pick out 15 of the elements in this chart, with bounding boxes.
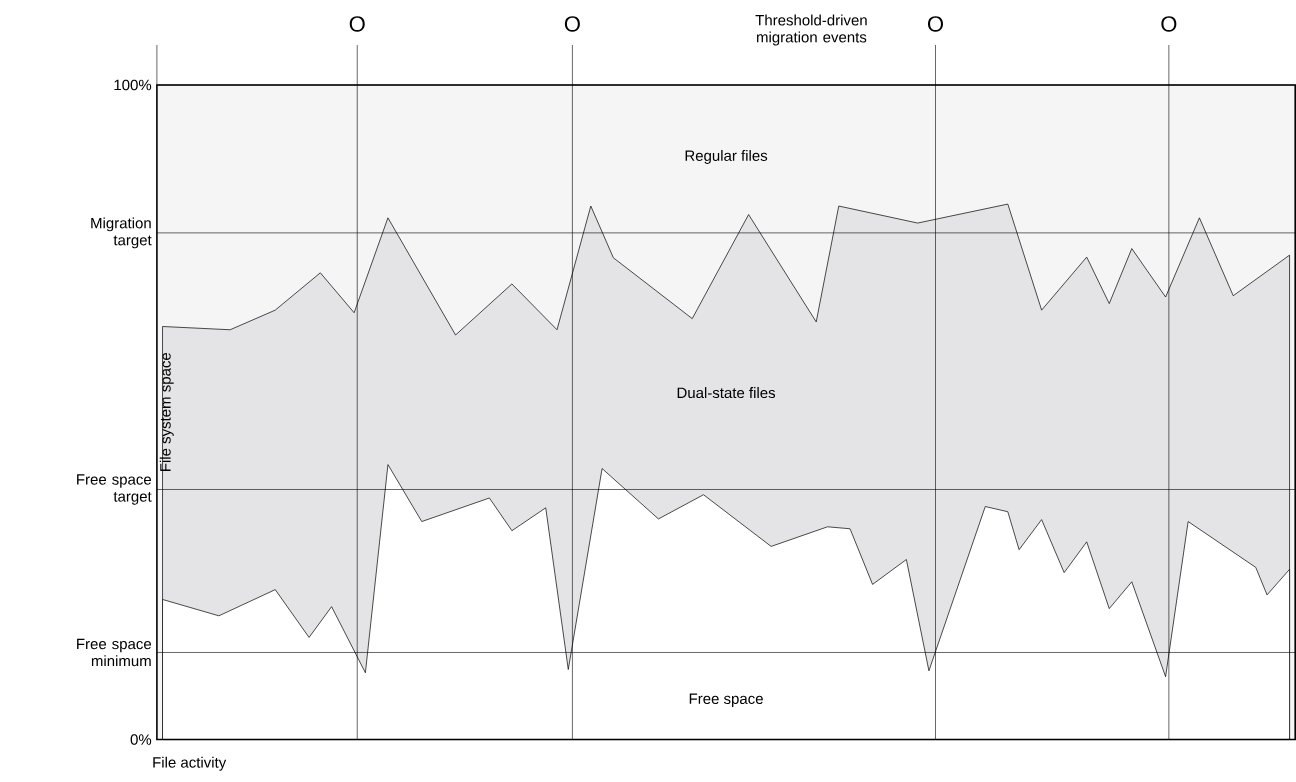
text: O — [1161, 16, 1177, 32]
y-tick-label: 100% — [114, 79, 152, 91]
text: O — [564, 16, 580, 32]
series-label: Free space — [689, 693, 763, 708]
y-tick-label: 0% — [130, 734, 152, 746]
x-axis-title: File activity — [153, 756, 227, 771]
series-label: Dual-state files — [677, 387, 776, 399]
y-tick-label: Migration target — [91, 217, 152, 249]
text: Threshold-driven migration events — [755, 14, 867, 46]
y-tick-label: Free space target — [77, 474, 152, 505]
text: O — [349, 16, 365, 32]
y-tick-label: Free space minimum — [77, 638, 152, 667]
annotation: Regular files — [685, 150, 768, 165]
y-axis-title: File system space — [159, 353, 174, 472]
text: O — [927, 16, 944, 32]
